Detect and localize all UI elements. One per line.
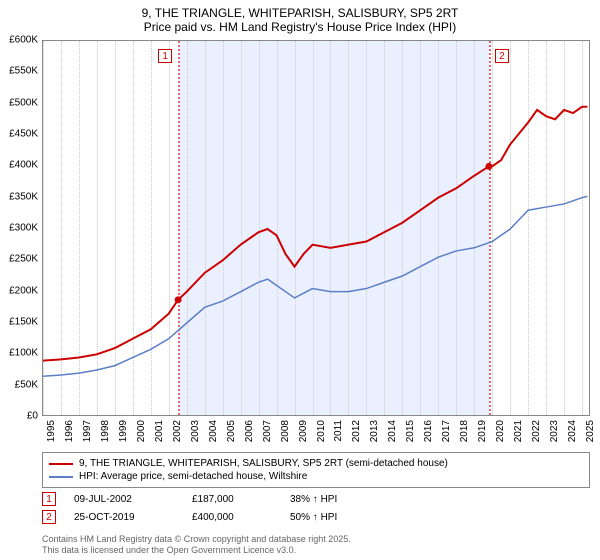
x-tick-label: 2018	[459, 420, 470, 442]
title-address: 9, THE TRIANGLE, WHITEPARISH, SALISBURY,…	[10, 6, 590, 20]
x-tick-label: 1996	[64, 420, 75, 442]
x-tick-label: 1995	[46, 420, 57, 442]
series-property	[43, 107, 587, 361]
event-price: £187,000	[192, 494, 272, 505]
x-tick-label: 2004	[208, 420, 219, 442]
x-tick-label: 2017	[441, 420, 452, 442]
y-tick-label: £300K	[9, 223, 38, 234]
x-tick-label: 2002	[172, 420, 183, 442]
y-tick-label: £50K	[15, 379, 38, 390]
x-tick-label: 2023	[549, 420, 560, 442]
marker	[485, 163, 492, 170]
legend-swatch	[49, 476, 73, 478]
x-tick-label: 2010	[316, 420, 327, 442]
event-delta: 50% ↑ HPI	[290, 512, 337, 523]
y-tick-label: £500K	[9, 97, 38, 108]
x-tick-label: 2000	[136, 420, 147, 442]
event-row: 2 25-OCT-2019 £400,000 50% ↑ HPI	[42, 508, 590, 526]
x-tick-label: 2024	[567, 420, 578, 442]
y-tick-label: £550K	[9, 66, 38, 77]
x-tick-label: 2015	[405, 420, 416, 442]
event-date: 09-JUL-2002	[74, 494, 174, 505]
x-tick-label: 2009	[298, 420, 309, 442]
x-tick-label: 2001	[154, 420, 165, 442]
series-svg	[43, 41, 591, 417]
footnote: Contains HM Land Registry data © Crown c…	[42, 534, 590, 556]
title-subtitle: Price paid vs. HM Land Registry's House …	[10, 20, 590, 34]
y-tick-label: £0	[27, 411, 38, 422]
x-tick-label: 2022	[531, 420, 542, 442]
footnote-line1: Contains HM Land Registry data © Crown c…	[42, 534, 590, 545]
x-tick-label: 2020	[495, 420, 506, 442]
legend-swatch	[49, 463, 73, 465]
x-tick-label: 2012	[351, 420, 362, 442]
legend-row: HPI: Average price, semi-detached house,…	[49, 470, 583, 483]
x-tick-label: 2025	[585, 420, 596, 442]
x-tick-label: 2019	[477, 420, 488, 442]
y-tick-label: £200K	[9, 285, 38, 296]
event-price: £400,000	[192, 512, 272, 523]
x-tick-label: 2014	[387, 420, 398, 442]
legend-row: 9, THE TRIANGLE, WHITEPARISH, SALISBURY,…	[49, 457, 583, 470]
x-axis: 1995 1996 1997 1998 1999 2000 2001 2002 2003 2004…	[42, 416, 590, 456]
marker	[175, 296, 182, 303]
events-table: 1 09-JUL-2002 £187,000 38% ↑ HPI 2 25-OCT-201…	[42, 490, 590, 526]
legend-label: 9, THE TRIANGLE, WHITEPARISH, SALISBURY,…	[79, 458, 448, 469]
x-tick-label: 2007	[262, 420, 273, 442]
x-tick-label: 1998	[100, 420, 111, 442]
x-tick-label: 2021	[513, 420, 524, 442]
legend: 9, THE TRIANGLE, WHITEPARISH, SALISBURY,…	[42, 452, 590, 488]
event-badge: 1	[42, 492, 56, 506]
x-tick-label: 2003	[190, 420, 201, 442]
y-axis: £0£50K£100K£150K£200K£250K£300K£350K£400…	[0, 40, 42, 416]
x-tick-label: 2013	[369, 420, 380, 442]
event-badge: 2	[42, 510, 56, 524]
x-tick-label: 1999	[118, 420, 129, 442]
footnote-line2: This data is licensed under the Open Gov…	[42, 545, 590, 556]
y-tick-label: £400K	[9, 160, 38, 171]
x-tick-label: 2008	[280, 420, 291, 442]
chart-title: 9, THE TRIANGLE, WHITEPARISH, SALISBURY,…	[0, 0, 600, 36]
y-tick-label: £600K	[9, 35, 38, 46]
series-hpi	[43, 196, 587, 376]
x-tick-label: 1997	[82, 420, 93, 442]
y-tick-label: £100K	[9, 348, 38, 359]
event-row: 1 09-JUL-2002 £187,000 38% ↑ HPI	[42, 490, 590, 508]
x-tick-label: 2006	[244, 420, 255, 442]
y-tick-label: £450K	[9, 129, 38, 140]
y-tick-label: £150K	[9, 317, 38, 328]
y-tick-label: £250K	[9, 254, 38, 265]
event-date: 25-OCT-2019	[74, 512, 174, 523]
x-tick-label: 2011	[333, 420, 344, 442]
chart-plot-area: 12	[42, 40, 590, 416]
event-delta: 38% ↑ HPI	[290, 494, 337, 505]
x-tick-label: 2005	[226, 420, 237, 442]
legend-label: HPI: Average price, semi-detached house,…	[79, 471, 307, 482]
x-tick-label: 2016	[423, 420, 434, 442]
y-tick-label: £350K	[9, 191, 38, 202]
